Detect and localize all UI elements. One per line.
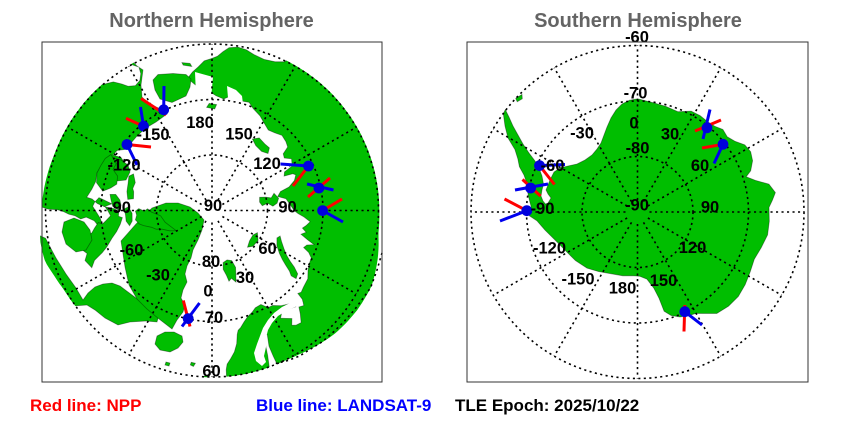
svg-text:150: 150: [225, 125, 253, 143]
svg-text:90: 90: [278, 198, 296, 216]
svg-text:60: 60: [202, 362, 220, 380]
svg-text:-90: -90: [531, 200, 555, 218]
svg-text:-80: -80: [626, 139, 650, 157]
svg-text:-150: -150: [136, 126, 169, 144]
svg-text:-30: -30: [146, 266, 170, 284]
svg-text:60: 60: [258, 240, 276, 258]
svg-text:70: 70: [205, 309, 223, 327]
svg-text:120: 120: [253, 155, 281, 173]
svg-text:0: 0: [629, 114, 638, 132]
svg-text:80: 80: [202, 253, 220, 271]
svg-text:Southern Hemisphere: Southern Hemisphere: [534, 10, 742, 32]
svg-text:Northern Hemisphere: Northern Hemisphere: [109, 10, 314, 32]
svg-text:-60: -60: [541, 157, 565, 175]
svg-text:-60: -60: [625, 28, 649, 46]
svg-text:120: 120: [679, 239, 707, 257]
svg-text:60: 60: [691, 157, 709, 175]
svg-text:90: 90: [204, 197, 222, 215]
svg-text:90: 90: [701, 198, 719, 216]
svg-text:-30: -30: [570, 124, 594, 142]
svg-text:-70: -70: [624, 84, 648, 102]
svg-text:-90: -90: [625, 196, 649, 214]
svg-text:30: 30: [661, 125, 679, 143]
svg-text:180: 180: [609, 279, 637, 297]
svg-text:-120: -120: [533, 239, 566, 257]
svg-text:150: 150: [650, 272, 678, 290]
svg-text:-150: -150: [561, 270, 594, 288]
svg-text:0: 0: [203, 282, 212, 300]
svg-text:180: 180: [186, 114, 214, 132]
svg-text:30: 30: [236, 269, 254, 287]
svg-text:-120: -120: [107, 156, 140, 174]
svg-text:-60: -60: [120, 241, 144, 259]
svg-text:-90: -90: [107, 199, 131, 217]
